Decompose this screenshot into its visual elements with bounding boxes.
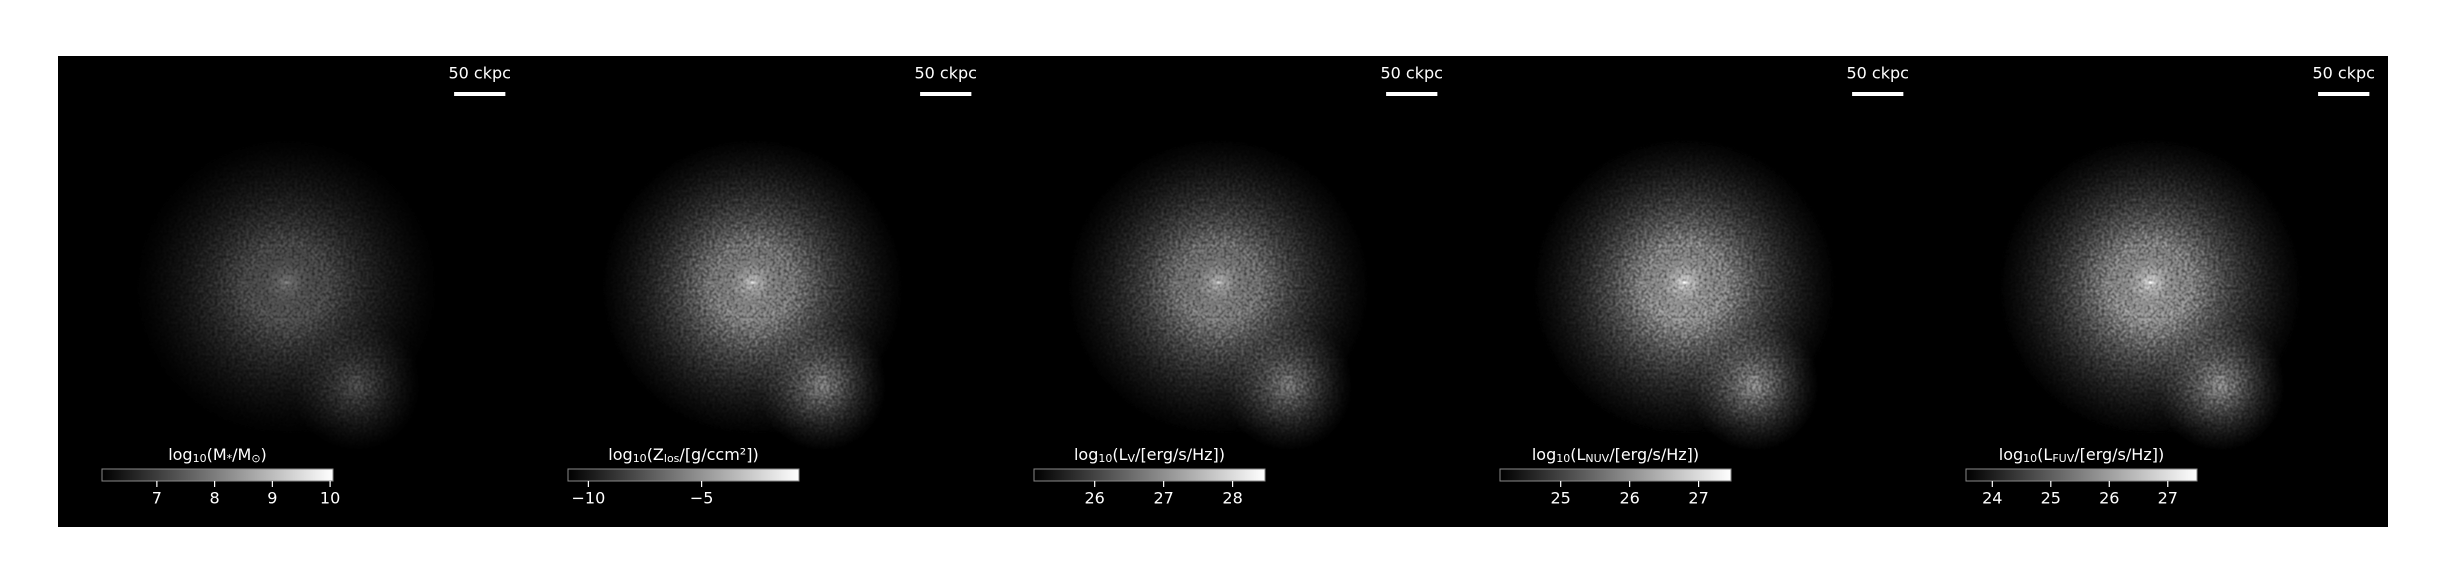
colorbar-tick-label: 27 [2158,489,2178,508]
colorbar-tick-label: 10 [320,489,340,508]
colorbar-label-part: log [1532,445,1556,464]
colorbar-label: log10(M*/M⊙) [168,445,267,466]
colorbar [567,468,800,482]
colorbar-label-part: (L [2037,445,2052,464]
colorbar-tick-label: 28 [1222,489,1242,508]
galaxy-tail [1223,319,1354,452]
colorbar-label-part: log [608,445,632,464]
colorbar-label-part: log [1999,445,2023,464]
colorbar-tick-label: 27 [1153,489,1173,508]
panel: 50 ckpc log10(LNUV/[erg/s/Hz]) 25 26 27 [1499,64,1909,508]
colorbar-label-part: log [168,445,192,464]
galaxy-map [132,136,441,452]
colorbar-label-part: /M [232,445,251,464]
colorbar-label-part: /[erg/s/Hz]) [2074,445,2164,464]
colorbar-label-part: V [1128,452,1136,465]
colorbar-label-part: 10 [193,452,207,465]
colorbar-tick-label: 9 [267,489,277,508]
galaxy-tail [757,319,888,452]
colorbar [101,468,334,482]
colorbar-label-part: los [664,452,680,465]
colorbar-tick-label: 25 [2041,489,2061,508]
colorbar-label-part: NUV [1585,452,1609,465]
colorbar-label-part: log [1074,445,1098,464]
colorbar-tick-label: −10 [571,489,605,508]
colorbar-tick-label: 26 [2099,489,2119,508]
colorbar-label-part: 10 [1556,452,1570,465]
colorbar-tick-label: 26 [1085,489,1105,508]
scale-bar-label: 50 ckpc [1380,64,1442,83]
colorbar-label-part: FUV [2052,452,2074,465]
galaxy-core [1642,244,1727,320]
colorbar-label-part: /[erg/s/Hz]) [1135,445,1225,464]
galaxy-map [1996,136,2305,452]
scale-bar-label: 50 ckpc [914,64,976,83]
colorbar-tick-label: 24 [1982,489,2002,508]
colorbar-tick-label: 27 [1688,489,1708,508]
galaxy-tail [1689,319,1820,452]
colorbar-label-part: (Z [647,445,664,464]
colorbar-label-part: (L [1112,445,1127,464]
galaxy-tail [291,319,422,452]
panel: 50 ckpc log10(Zlos/[g/ccm²]) −10 −5 [567,64,977,508]
colorbar-label-part: /[g/ccm²]) [679,445,758,464]
colorbar-label-part: /[erg/s/Hz]) [1609,445,1699,464]
colorbar-label-part: 10 [1098,452,1112,465]
galaxy-core [710,244,795,320]
colorbar-label: log10(Zlos/[g/ccm²]) [608,445,758,466]
colorbar-label-part: (L [1570,445,1585,464]
panel: 50 ckpc log10(LV/[erg/s/Hz]) 26 27 28 [1033,64,1443,508]
colorbar-label-part: * [227,452,233,465]
galaxy-core [1176,244,1261,320]
galaxy-tail [2155,319,2286,452]
galaxy-map [1064,136,1373,452]
colorbar-label: log10(LFUV/[erg/s/Hz]) [1999,445,2164,466]
colorbar [1965,468,2198,482]
galaxy-core [244,244,329,320]
galaxy-map [1530,136,1839,452]
colorbar-label-part: 10 [633,452,647,465]
colorbar-tick-label: 8 [210,489,220,508]
galaxy-map [598,136,907,452]
panel: 50 ckpc log10(LFUV/[erg/s/Hz]) 24 25 26 27 [1965,64,2375,508]
colorbar-tick-label: 25 [1551,489,1571,508]
colorbar-label-part: ) [261,445,267,464]
colorbar [1033,468,1266,482]
colorbar-tick-label: 7 [152,489,162,508]
galaxy-core [2108,244,2193,320]
colorbar [1499,468,1732,482]
colorbar-label-part: ⊙ [251,452,260,465]
colorbar-label: log10(LV/[erg/s/Hz]) [1074,445,1225,466]
scale-bar-label: 50 ckpc [2312,64,2374,83]
colorbar-label-part: 10 [2023,452,2037,465]
colorbar-tick-label: 26 [1619,489,1639,508]
colorbar-label: log10(LNUV/[erg/s/Hz]) [1532,445,1699,466]
colorbar-label-part: (M [207,445,227,464]
colorbar-tick-label: −5 [690,489,714,508]
scale-bar-label: 50 ckpc [1846,64,1908,83]
scale-bar-label: 50 ckpc [448,64,510,83]
